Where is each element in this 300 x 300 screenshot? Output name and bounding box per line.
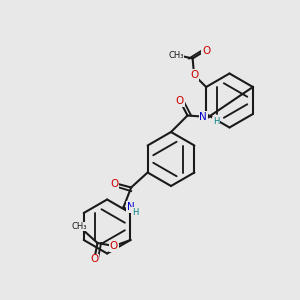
Text: O: O [110,179,119,189]
Text: CH₃: CH₃ [72,222,87,231]
Text: O: O [176,96,184,106]
Text: O: O [190,70,198,80]
Text: H: H [132,208,138,217]
Text: O: O [90,254,99,265]
Text: O: O [202,46,210,56]
Text: N: N [127,202,134,212]
Text: N: N [199,112,207,122]
Text: CH₃: CH₃ [168,51,184,60]
Text: H: H [213,117,219,126]
Text: O: O [110,241,118,251]
